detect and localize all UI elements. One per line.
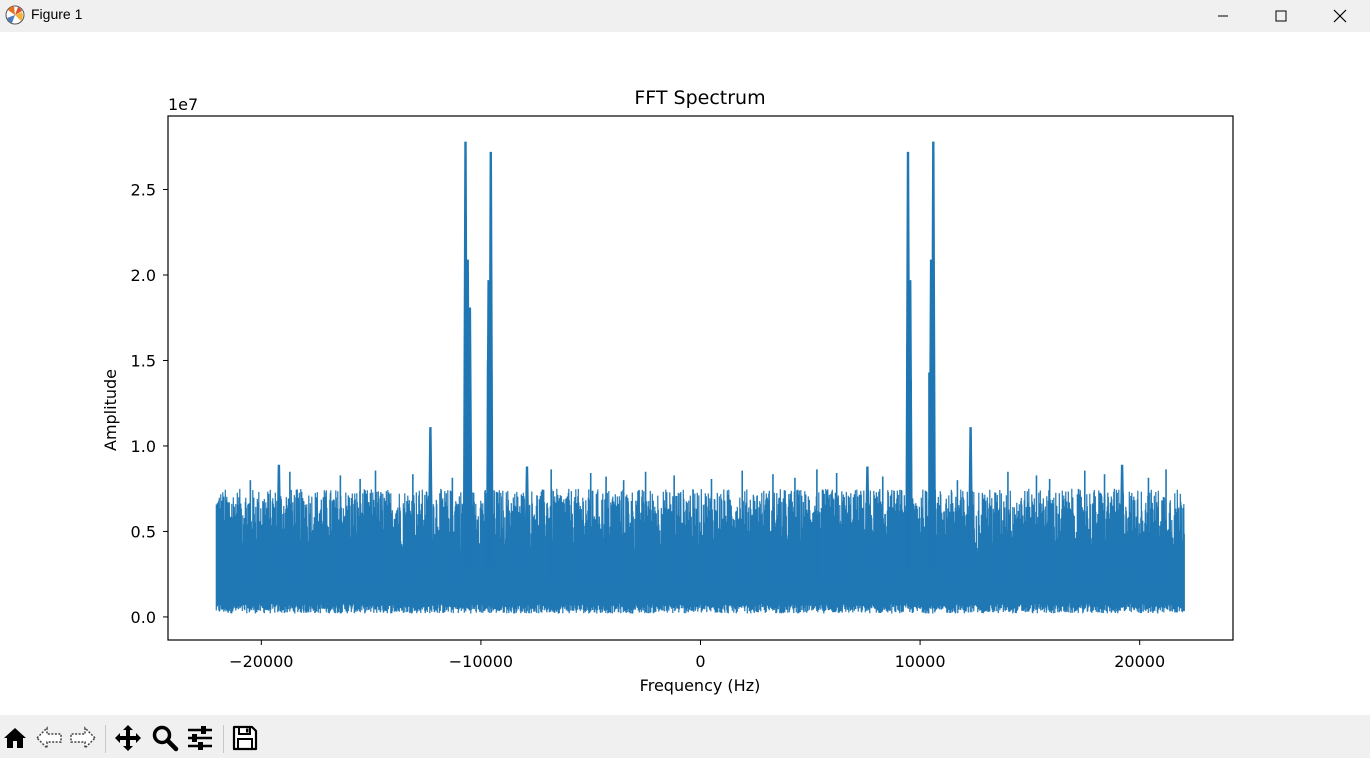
- x-tick-label: 20000: [1114, 652, 1165, 671]
- spectrum-peak: [967, 427, 974, 566]
- home-button[interactable]: [0, 723, 30, 753]
- back-button[interactable]: [34, 723, 64, 753]
- y-offset-text: 1e7: [168, 95, 198, 114]
- home-icon: [4, 728, 26, 748]
- configure-subplots-icon: [188, 726, 212, 750]
- zoom-icon: [152, 725, 179, 752]
- toolbar-separator: [223, 725, 224, 753]
- title-bar: Figure 1: [0, 0, 1370, 32]
- close-button[interactable]: [1311, 0, 1369, 32]
- spectrum-peak: [1119, 464, 1125, 566]
- minimize-button[interactable]: [1194, 0, 1252, 32]
- x-axis-label: Frequency (Hz): [640, 676, 761, 695]
- y-tick-label: 1.5: [131, 351, 156, 370]
- navigation-toolbar: [0, 715, 1370, 758]
- close-icon: [1333, 9, 1347, 23]
- matplotlib-logo-icon: [4, 4, 26, 26]
- y-tick-label: 0.0: [131, 608, 156, 627]
- y-axis-label: Amplitude: [101, 369, 120, 451]
- maximize-icon: [1275, 10, 1287, 22]
- zoom-button[interactable]: [150, 723, 180, 753]
- x-tick-label: 10000: [895, 652, 946, 671]
- pan-icon: [115, 725, 141, 751]
- spectrum-noise-line: [215, 488, 1185, 614]
- window-title: Figure 1: [31, 6, 83, 22]
- chart-title: FFT Spectrum: [634, 87, 765, 109]
- spectrum-peak: [427, 427, 434, 566]
- x-tick-label: 0: [695, 652, 705, 671]
- spectrum-peak: [524, 466, 530, 566]
- y-tick-label: 1.0: [131, 437, 156, 456]
- x-tick-label: −10000: [449, 652, 513, 671]
- axes: −20000 −10000 0 10000 20000 0.0 0.5 1.0 1.5 2.0 2.…: [131, 115, 1234, 671]
- x-tick-label: −20000: [229, 652, 293, 671]
- maximize-button[interactable]: [1252, 0, 1310, 32]
- save-icon: [232, 725, 258, 751]
- y-tick-label: 2.5: [131, 181, 156, 200]
- spectrum-peak: [864, 466, 871, 566]
- minimize-icon: [1218, 15, 1228, 17]
- y-tick-label: 0.5: [131, 522, 156, 541]
- forward-arrow-icon: [70, 726, 97, 750]
- back-arrow-icon: [35, 726, 62, 750]
- toolbar-separator: [105, 725, 106, 753]
- fft-chart[interactable]: −20000 −10000 0 10000 20000 0.0 0.5 1.0 1.5 2.0 2.…: [0, 32, 1370, 715]
- pan-button[interactable]: [113, 723, 143, 753]
- figure-canvas[interactable]: −20000 −10000 0 10000 20000 0.0 0.5 1.0 1.5 2.0 2.…: [0, 32, 1370, 715]
- plot-area: [215, 141, 1185, 614]
- configure-subplots-button[interactable]: [185, 723, 215, 753]
- spectrum-peak: [276, 464, 282, 566]
- save-button[interactable]: [230, 723, 260, 753]
- y-tick-label: 2.0: [131, 266, 156, 285]
- forward-button[interactable]: [68, 723, 98, 753]
